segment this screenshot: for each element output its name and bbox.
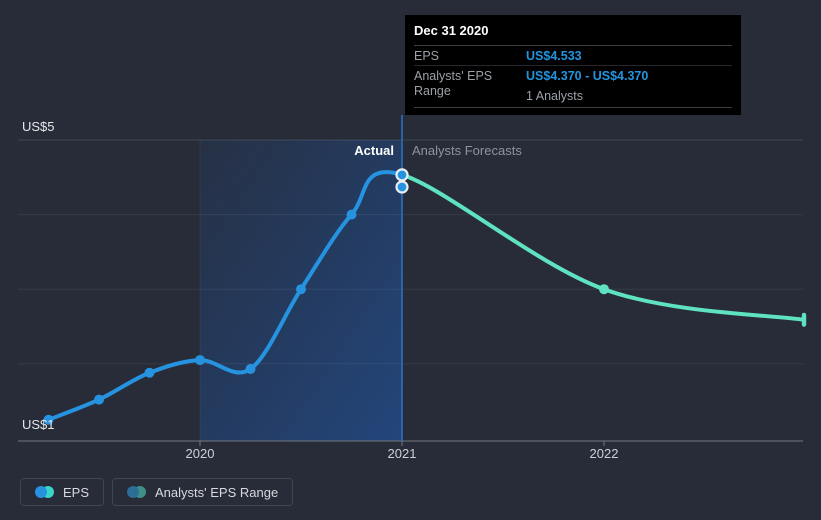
legend-toggle-eps[interactable]: EPS	[20, 478, 105, 506]
legend-range-label: Analysts' EPS Range	[155, 484, 279, 500]
tooltip-row-eps: EPS US$4.533	[414, 46, 732, 67]
chart-legend: EPS Analysts' EPS Range	[20, 478, 294, 506]
eps-data-point[interactable]	[195, 355, 205, 366]
actual-phase-label: Actual	[354, 143, 394, 158]
legend-eps-label: EPS	[63, 484, 90, 500]
x-axis-label-2021: 2021	[387, 446, 417, 461]
eps-data-point[interactable]	[43, 414, 54, 425]
eps-legend-icon	[35, 486, 54, 498]
forecast-data-point[interactable]	[599, 284, 609, 295]
y-axis-label-top: US$5	[22, 119, 55, 134]
tooltip-divider	[414, 107, 732, 108]
tooltip-eps-value: US$4.533	[526, 48, 582, 63]
tooltip-row-range: Analysts' EPS Range US$4.370 - US$4.370 …	[414, 66, 732, 105]
analysts-range-point[interactable]	[395, 180, 409, 194]
eps-data-point[interactable]	[144, 367, 155, 378]
chart-tooltip: Dec 31 2020 EPS US$4.533 Analysts' EPS R…	[405, 15, 741, 115]
tooltip-eps-label: EPS	[414, 48, 440, 63]
tooltip-analysts-count: 1 Analysts	[526, 88, 583, 103]
tooltip-range-value: US$4.370 - US$4.370	[526, 69, 649, 84]
forecast-endcap	[801, 312, 807, 327]
forecast-phase-label: Analysts Forecasts	[412, 143, 522, 158]
eps-forecast-line	[400, 172, 806, 322]
eps-data-point[interactable]	[245, 364, 256, 375]
y-axis-label-bottom: US$1	[22, 417, 55, 432]
eps-data-point[interactable]	[346, 209, 357, 220]
tooltip-range-label: Analysts' EPS Range	[414, 69, 493, 98]
analysts-eps-range-legend-icon	[127, 486, 147, 498]
eps-data-point[interactable]	[296, 284, 306, 295]
x-axis-label-2022: 2022	[589, 446, 619, 461]
legend-toggle-analysts-eps-range[interactable]: Analysts' EPS Range	[112, 478, 294, 506]
selected-eps-point[interactable]	[395, 168, 409, 182]
eps-data-point[interactable]	[94, 394, 104, 405]
tooltip-date: Dec 31 2020	[414, 22, 732, 46]
x-axis-label-2020: 2020	[185, 446, 215, 461]
